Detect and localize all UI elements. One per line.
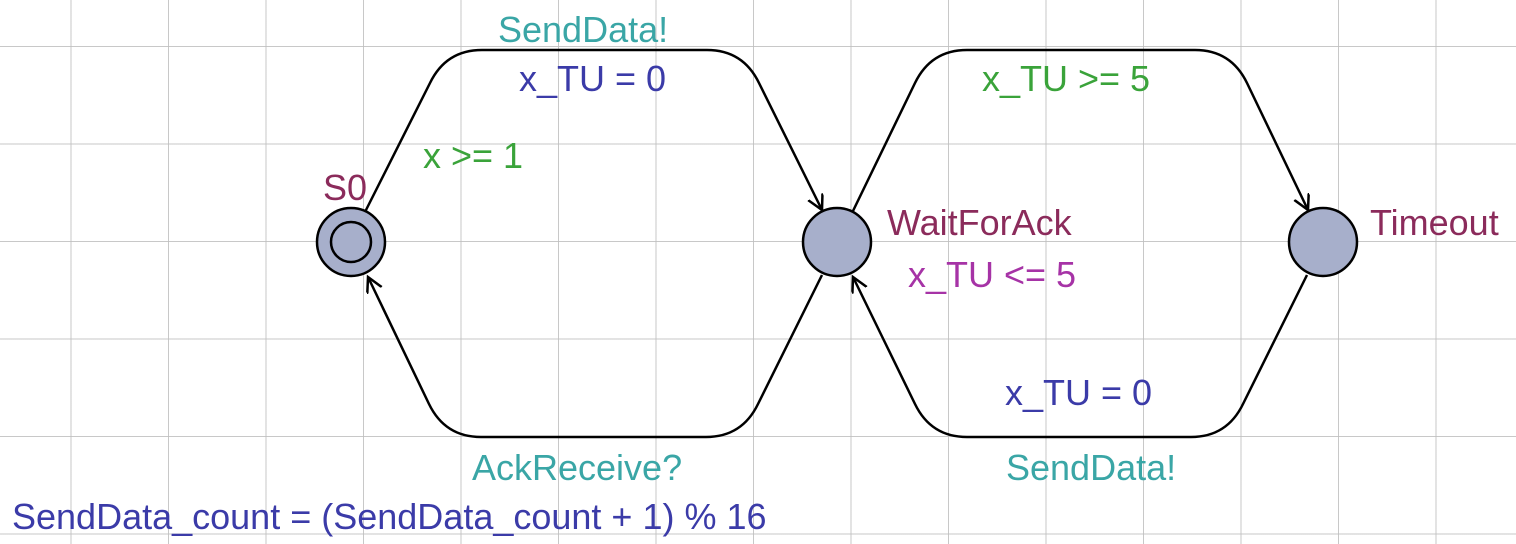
sync-label-senddata-top[interactable]: SendData! [498,9,669,50]
edge-waitforack-to-s0[interactable] [368,274,824,439]
location-name-timeout[interactable]: Timeout [1370,202,1499,243]
assignment-label-s0-to-wait[interactable]: x_TU = 0 [519,58,667,99]
edge-waitforack-to-timeout[interactable] [850,48,1308,214]
location-name-waitforack[interactable]: WaitForAck [887,202,1072,243]
guard-label-s0-to-wait[interactable]: x >= 1 [423,135,524,176]
location-s0[interactable] [315,206,387,278]
guard-label-wait-to-timeout[interactable]: x_TU >= 5 [982,58,1151,99]
sync-label-ackreceive[interactable]: AckReceive? [472,447,683,488]
location-name-s0[interactable]: S0 [323,167,368,208]
location-timeout[interactable] [1287,206,1359,278]
initial-location-marker [329,220,373,264]
invariant-label-waitforack[interactable]: x_TU <= 5 [908,254,1077,295]
sync-label-senddata-bottom[interactable]: SendData! [1006,447,1177,488]
edge-timeout-to-waitforack[interactable] [853,274,1309,439]
assignment-label-timeout-to-wait[interactable]: x_TU = 0 [1005,372,1153,413]
location-waitforack[interactable] [801,206,873,278]
edge-s0-to-waitforack[interactable] [363,48,822,213]
assignment-label-wait-to-s0[interactable]: SendData_count = (SendData_count + 1) % … [12,496,767,537]
